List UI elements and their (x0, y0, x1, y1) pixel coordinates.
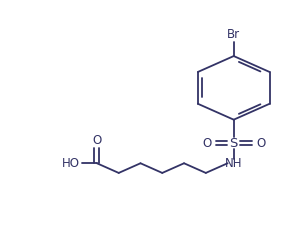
Text: NH: NH (225, 157, 242, 170)
Text: S: S (229, 137, 238, 150)
Text: O: O (202, 137, 211, 150)
Text: O: O (256, 137, 265, 150)
Text: O: O (92, 134, 102, 147)
Text: Br: Br (227, 28, 240, 41)
Text: HO: HO (62, 157, 80, 170)
